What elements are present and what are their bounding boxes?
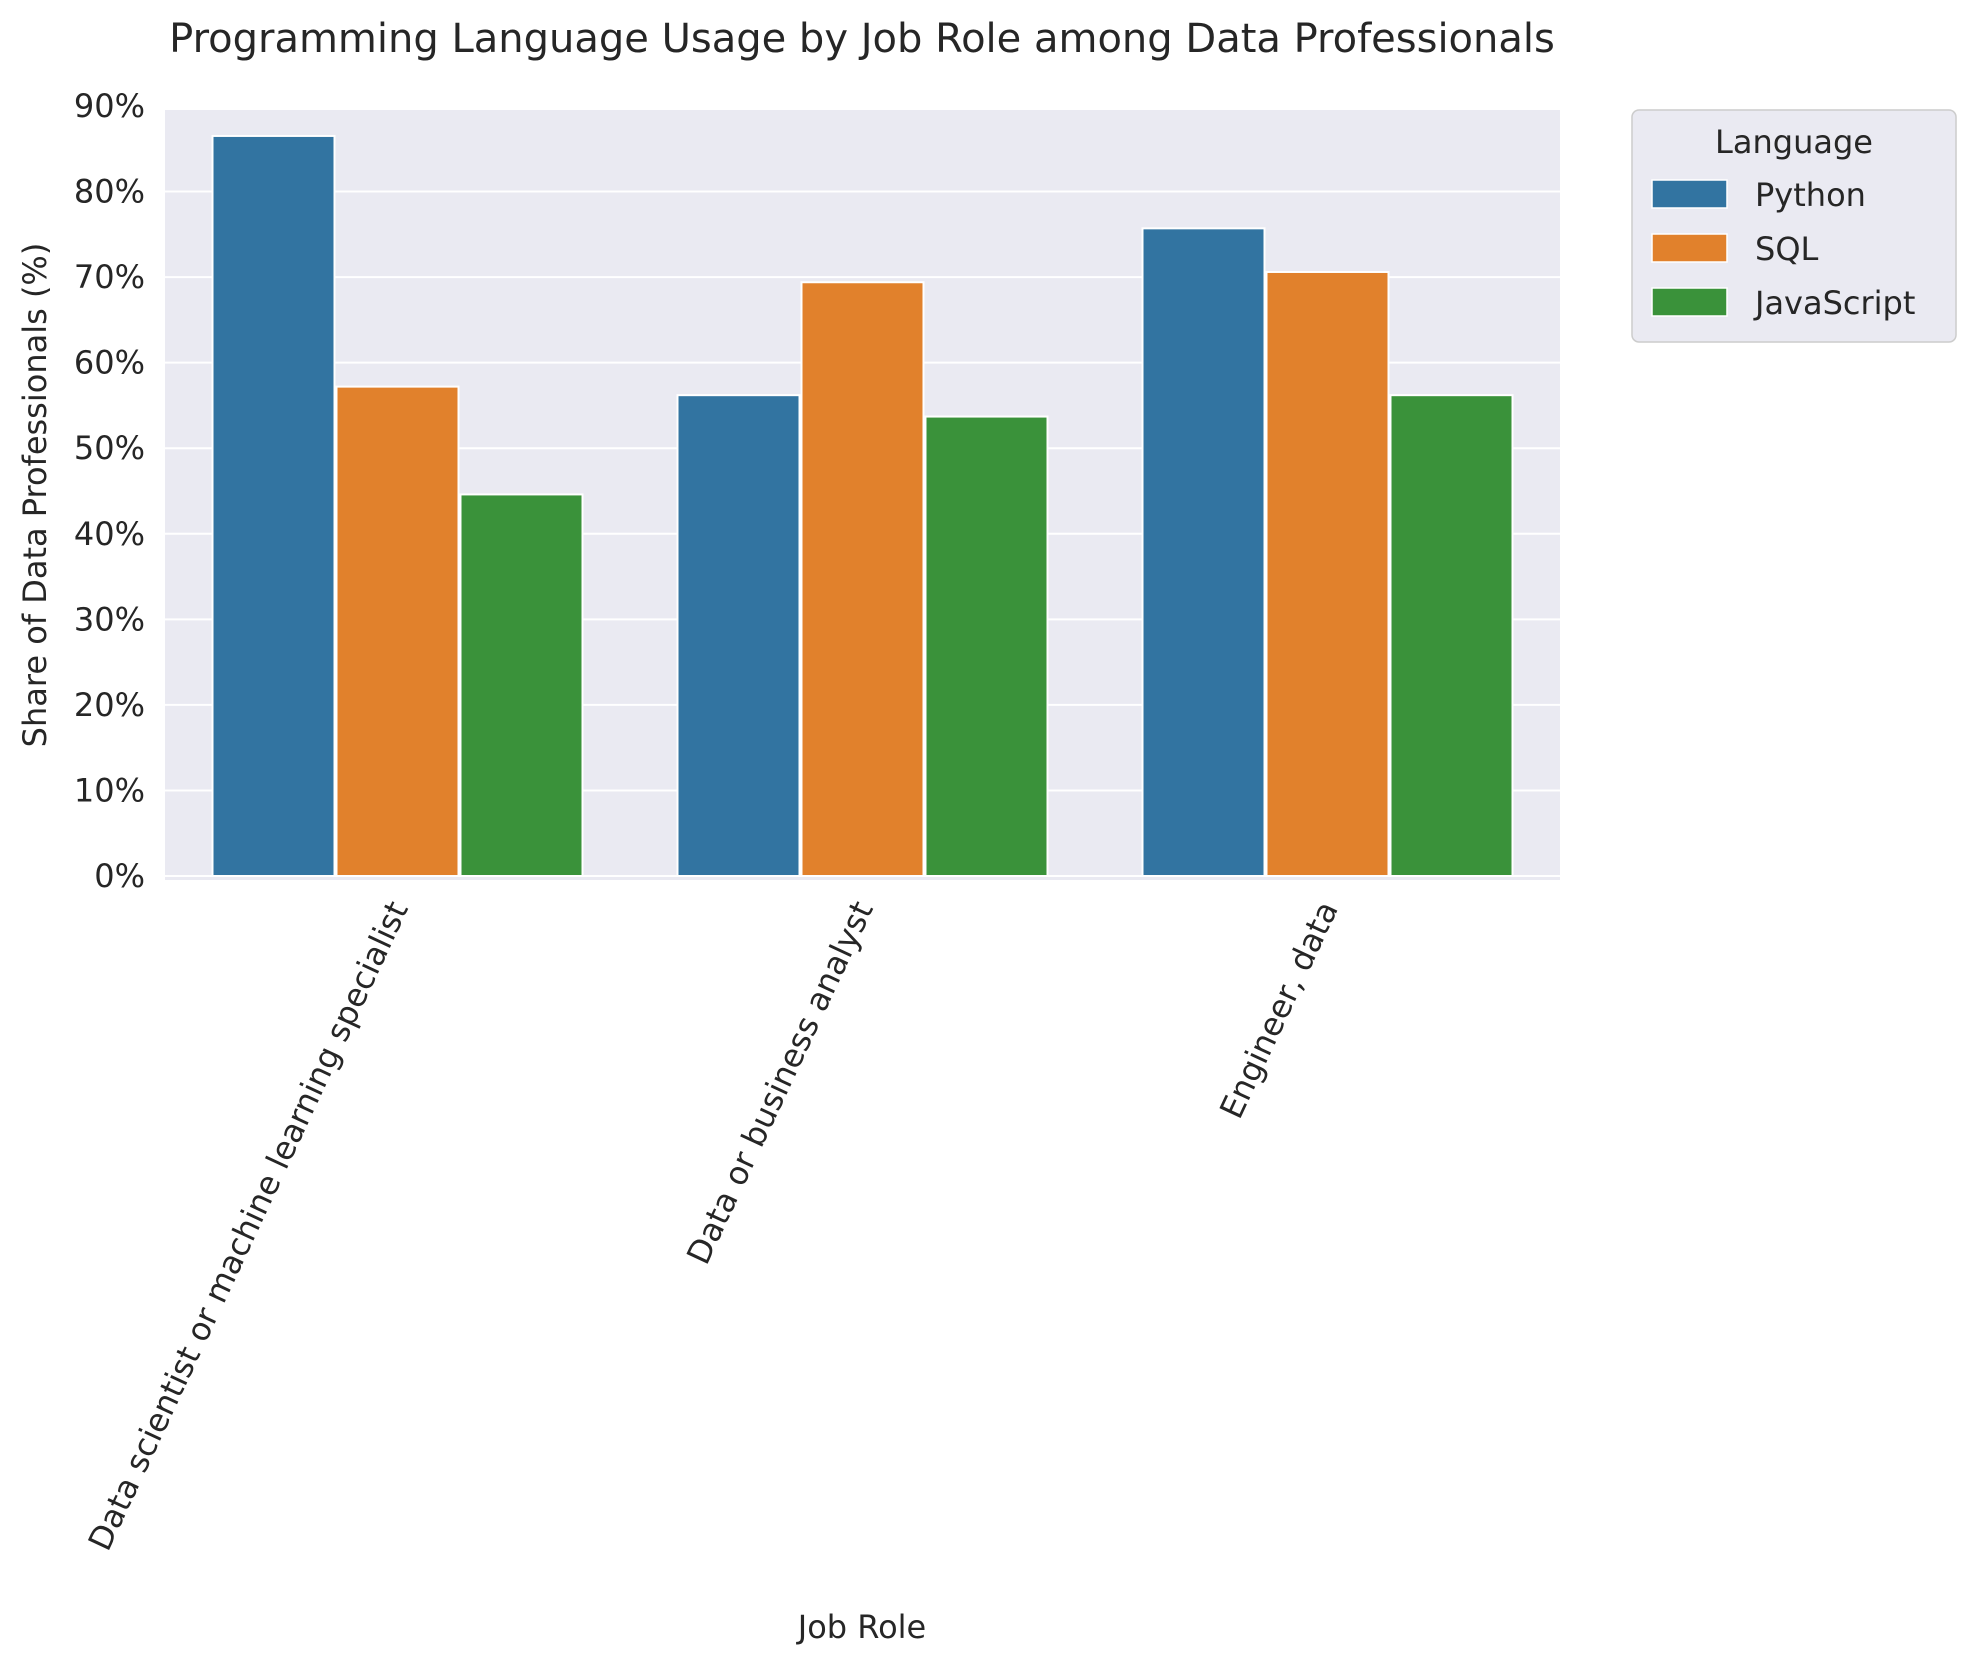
y-tick-label: 0%	[94, 857, 145, 895]
legend-swatch-sql	[1651, 233, 1728, 263]
legend-title: Language	[1715, 123, 1873, 161]
y-tick-label: 50%	[74, 429, 145, 467]
legend-label-sql: SQL	[1755, 230, 1819, 268]
bar-sql-0	[335, 385, 460, 877]
y-tick-label: 80%	[74, 173, 145, 211]
legend-swatch-python	[1651, 179, 1728, 209]
y-tick-label: 30%	[74, 600, 145, 638]
chart-title: Programming Language Usage by Job Role a…	[169, 16, 1555, 62]
bar-sql-2	[1265, 270, 1390, 877]
y-tick-label: 70%	[74, 258, 145, 296]
legend: Language Python SQL JavaScript	[1631, 109, 1957, 343]
legend-label-python: Python	[1755, 176, 1866, 214]
y-tick-label: 90%	[74, 87, 145, 125]
x-axis-ticks: Data scientist or machine learning speci…	[81, 895, 1346, 1556]
bar-python-1	[676, 394, 801, 877]
y-tick-label: 40%	[74, 515, 145, 553]
legend-swatch-javascript	[1651, 287, 1728, 317]
bar-python-0	[211, 134, 336, 877]
legend-label-javascript: JavaScript	[1753, 284, 1915, 322]
bar-python-2	[1141, 227, 1266, 878]
bar-sql-1	[800, 281, 925, 877]
legend-frame	[1631, 109, 1957, 343]
x-tick-label: Data or business analyst	[679, 895, 881, 1270]
x-axis-label: Job Role	[796, 1608, 926, 1646]
y-tick-label: 10%	[74, 771, 145, 809]
bar-javascript-0	[459, 493, 584, 877]
x-tick-label: Engineer, data	[1212, 895, 1346, 1124]
bars	[211, 134, 1514, 878]
bar-javascript-1	[924, 415, 1049, 877]
y-tick-label: 20%	[74, 686, 145, 724]
y-axis-ticks: 0% 10% 20% 30% 40% 50% 60% 70% 80% 90%	[74, 87, 145, 895]
bar-javascript-2	[1389, 394, 1514, 877]
x-tick-label: Data scientist or machine learning speci…	[81, 895, 416, 1556]
y-tick-label: 60%	[74, 344, 145, 382]
y-axis-label: Share of Data Professionals (%)	[16, 243, 54, 748]
